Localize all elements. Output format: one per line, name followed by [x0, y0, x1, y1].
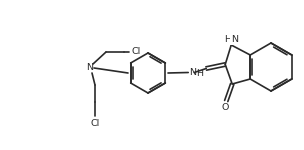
Text: N: N	[87, 63, 94, 72]
Text: N: N	[231, 36, 238, 45]
Text: H: H	[224, 36, 231, 45]
Text: Cl: Cl	[131, 48, 141, 57]
Text: Cl: Cl	[90, 118, 100, 127]
Text: N: N	[189, 68, 196, 77]
Text: O: O	[222, 103, 229, 112]
Text: H: H	[196, 69, 203, 78]
